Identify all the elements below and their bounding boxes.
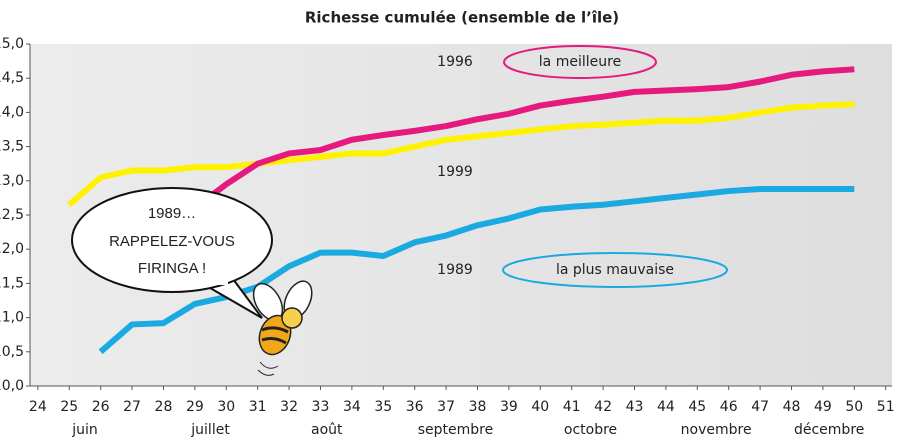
x-tick-label: 44 — [657, 399, 675, 415]
x-tick-label: 36 — [406, 399, 424, 415]
x-tick-label: 32 — [280, 399, 298, 415]
x-tick-label: 34 — [343, 399, 361, 415]
bee-illustration — [252, 280, 313, 376]
x-tick-label: 46 — [720, 399, 738, 415]
y-tick-label: 11,0 — [0, 310, 24, 326]
highlight-ellipse — [503, 45, 657, 79]
x-tick-label: 24 — [29, 399, 47, 415]
highlight-ellipse — [502, 252, 728, 288]
month-label: juin — [71, 422, 98, 438]
x-tick-label: 45 — [688, 399, 706, 415]
x-tick-label: 30 — [217, 399, 235, 415]
y-tick-label: 14,0 — [0, 104, 24, 120]
x-tick-label: 33 — [312, 399, 330, 415]
x-tick-label: 31 — [249, 399, 267, 415]
y-tick-label: 11,5 — [0, 275, 24, 291]
x-tick-label: 39 — [500, 399, 518, 415]
x-tick-label: 40 — [531, 399, 549, 415]
x-tick-label: 35 — [374, 399, 392, 415]
series-label: 1996 — [437, 54, 473, 70]
bubble-text: 1989… — [148, 205, 196, 222]
month-label: octobre — [564, 422, 617, 438]
x-tick-label: 42 — [594, 399, 612, 415]
y-tick-label: 13,0 — [0, 173, 24, 189]
x-tick-label: 28 — [155, 399, 173, 415]
bubble-text: RAPPELEZ-VOUS — [109, 233, 235, 250]
y-tick-label: 14,5 — [0, 70, 24, 86]
x-tick-label: 37 — [437, 399, 455, 415]
y-tick-label: 12,5 — [0, 207, 24, 223]
y-tick-label: 10,5 — [0, 344, 24, 360]
bubble-text: FIRINGA ! — [138, 260, 206, 277]
x-tick-label: 38 — [469, 399, 487, 415]
x-tick-label: 50 — [845, 399, 863, 415]
speech-bubble: 1989… RAPPELEZ-VOUS FIRINGA ! — [71, 187, 273, 319]
x-tick-label: 49 — [814, 399, 832, 415]
month-label: décembre — [794, 422, 864, 438]
month-label: août — [311, 422, 343, 438]
x-tick-label: 29 — [186, 399, 204, 415]
series-label: 1989 — [437, 262, 473, 278]
x-tick-label: 41 — [563, 399, 581, 415]
annotation: la meilleure — [539, 54, 621, 70]
y-tick-label: 13,5 — [0, 139, 24, 155]
y-tick-label: 15,0 — [0, 36, 24, 52]
x-tick-label: 25 — [60, 399, 78, 415]
x-tick-label: 47 — [751, 399, 769, 415]
data-line — [67, 101, 855, 208]
month-label: novembre — [681, 422, 752, 438]
annotation: la plus mauvaise — [556, 262, 674, 278]
x-tick-label: 43 — [626, 399, 644, 415]
month-label: juillet — [190, 422, 230, 438]
month-label: septembre — [418, 422, 493, 438]
y-tick-label: 12,0 — [0, 241, 24, 257]
x-tick-label: 48 — [783, 399, 801, 415]
chart-title: Richesse cumulée (ensemble de l’île) — [305, 9, 619, 27]
x-tick-label: 26 — [92, 399, 110, 415]
data-line — [193, 66, 855, 211]
series-label: 1999 — [437, 164, 473, 180]
x-tick-label: 51 — [877, 399, 895, 415]
x-tick-label: 27 — [123, 399, 141, 415]
y-tick-label: 10,0 — [0, 378, 24, 394]
